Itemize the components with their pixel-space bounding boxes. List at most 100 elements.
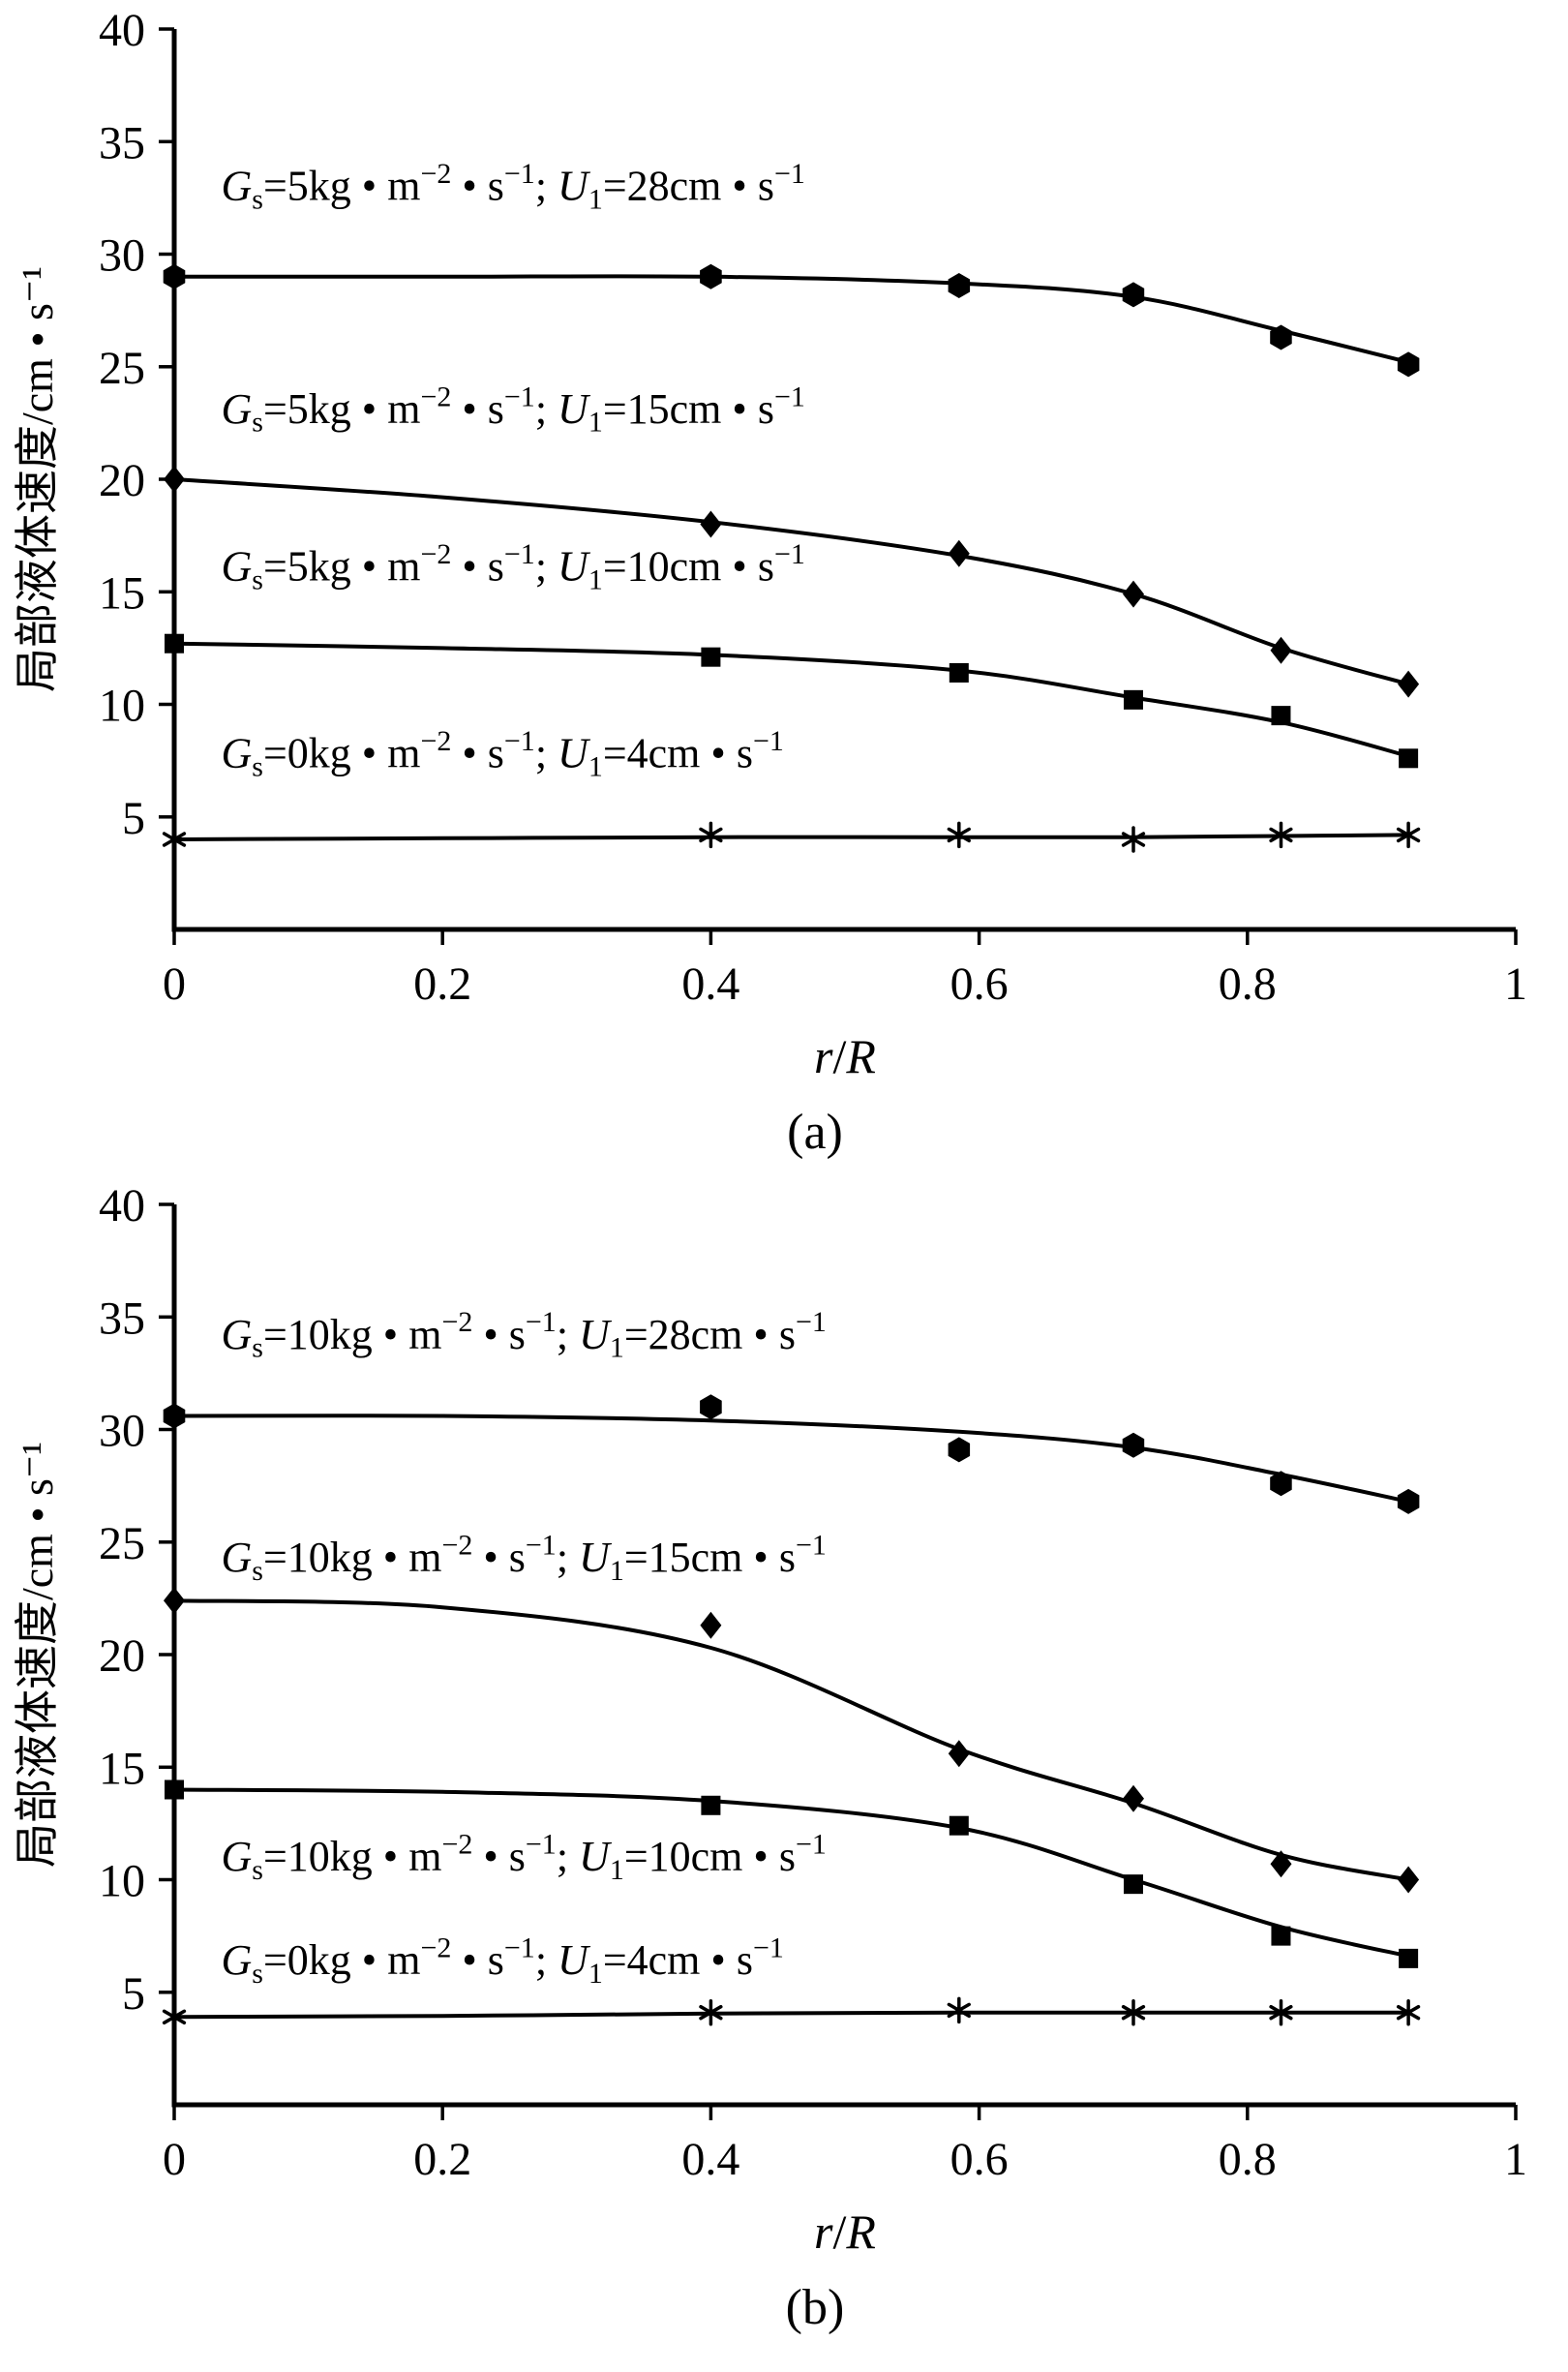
x-tick-label: 0.4 <box>681 2134 739 2185</box>
marker-square <box>1399 1948 1419 1968</box>
marker-square <box>1271 706 1291 726</box>
marker-asterisk <box>1121 1998 1146 2026</box>
marker-hexagon <box>1270 1471 1292 1497</box>
x-tick-label: 0.6 <box>950 2134 1009 2185</box>
series-label: Gs=10kg • m−2 • s−1; U1=10cm • s−1 <box>222 1829 827 1886</box>
asterisk-stroke <box>699 2004 723 2021</box>
series-line-asterisk <box>173 833 1409 841</box>
series-line-hexagon <box>173 1414 1409 1504</box>
x-tick-label: 0.2 <box>413 958 471 1010</box>
marker-diamond <box>948 1740 970 1768</box>
asterisk-stroke <box>162 2009 187 2025</box>
marker-hexagon <box>700 263 722 289</box>
x-tick-label: 0 <box>163 958 186 1010</box>
y-tick-label: 10 <box>99 681 145 732</box>
y-tick-label: 25 <box>99 343 145 394</box>
marker-diamond <box>948 539 970 567</box>
marker-asterisk <box>1396 821 1421 849</box>
marker-hexagon <box>1397 351 1420 378</box>
y-tick-label: 15 <box>99 1743 145 1794</box>
marker-square <box>949 662 969 683</box>
x-tick-label: 0.8 <box>1219 2134 1277 2185</box>
x-tick-label: 0 <box>163 2134 186 2185</box>
x-tick-label: 0.6 <box>950 958 1009 1010</box>
asterisk-stroke <box>947 2002 971 2019</box>
asterisk-stroke <box>1269 2004 1293 2021</box>
x-tick-label: 1 <box>1504 958 1527 1010</box>
marker-diamond <box>1270 1850 1292 1878</box>
series-label: Gs=5kg • m−2 • s−1; U1=15cm • s−1 <box>222 380 805 438</box>
marker-hexagon <box>1122 1432 1145 1458</box>
panel-b-caption: (b) <box>785 2280 845 2335</box>
marker-diamond <box>700 510 722 538</box>
y-tick-label: 35 <box>99 117 145 168</box>
marker-diamond <box>164 466 185 493</box>
chart-panel-b: 5 10 15 20 25 30 35 40 0 0.2 0.4 0.6 0.8 1 局部液体速度/cm •… <box>13 1185 1527 2259</box>
series-label: Gs=5kg • m−2 • s−1; U1=28cm • s−1 <box>222 158 805 215</box>
marker-square <box>701 1795 721 1815</box>
series-label: Gs=0kg • m−2 • s−1; U1=4cm • s−1 <box>222 1932 784 1990</box>
y-tick-label: 10 <box>99 1856 145 1907</box>
asterisk-stroke <box>699 827 723 843</box>
x-tick-label: 0.2 <box>413 2134 471 2185</box>
marker-asterisk <box>1396 1998 1421 2026</box>
marker-square <box>1123 1874 1143 1895</box>
marker-square <box>1399 748 1419 769</box>
marker-square <box>949 1815 969 1836</box>
series-line-diamond <box>173 477 1409 686</box>
panel-a-caption: (a) <box>787 1105 843 1160</box>
series-line-asterisk <box>173 2010 1409 2020</box>
y-tick-label: 35 <box>99 1292 145 1344</box>
marker-asterisk <box>699 821 723 849</box>
series-label: Gs=10kg • m−2 • s−1; U1=15cm • s−1 <box>222 1529 827 1586</box>
marker-asterisk <box>1121 826 1146 853</box>
marker-diamond <box>1398 670 1420 698</box>
marker-diamond <box>1398 1866 1420 1894</box>
marker-diamond <box>164 1587 185 1615</box>
series-label: Gs=10kg • m−2 • s−1; U1=28cm • s−1 <box>222 1306 827 1363</box>
x-axis-label: r/R <box>814 1029 876 1083</box>
y-tick-label: 40 <box>99 1185 145 1232</box>
asterisk-stroke <box>1269 827 1293 843</box>
x-tick-label: 1 <box>1504 2134 1527 2185</box>
marker-asterisk <box>162 826 187 853</box>
marker-hexagon <box>700 1394 722 1420</box>
marker-square <box>165 1779 184 1800</box>
marker-asterisk <box>1269 1998 1293 2026</box>
marker-hexagon <box>1122 282 1145 308</box>
chart-panel-a: 5 10 15 20 25 30 35 40 0 0.2 0.4 0.6 0.8 1 局部液体速度/cm •… <box>13 10 1527 1083</box>
series-line-square <box>173 641 1409 758</box>
marker-hexagon <box>948 273 971 298</box>
y-tick-label: 25 <box>99 1518 145 1569</box>
y-tick-label: 15 <box>99 567 145 619</box>
asterisk-stroke <box>1121 832 1146 847</box>
series-label: Gs=0kg • m−2 • s−1; U1=4cm • s−1 <box>222 725 784 782</box>
marker-hexagon <box>1397 1488 1420 1514</box>
panel-a: 5 10 15 20 25 30 35 40 0 0.2 0.4 0.6 0.8 1 局部液体速度/cm •… <box>0 10 1568 1171</box>
x-tick-label: 0.4 <box>681 958 739 1010</box>
marker-square <box>165 633 184 654</box>
marker-diamond <box>1123 580 1144 608</box>
x-tick-label: 0.8 <box>1219 958 1277 1010</box>
marker-asterisk <box>1269 821 1293 849</box>
marker-hexagon <box>948 1437 971 1463</box>
asterisk-stroke <box>947 827 971 843</box>
asterisk-stroke <box>1396 2004 1421 2021</box>
y-tick-label: 5 <box>122 793 145 844</box>
asterisk-stroke <box>162 832 187 847</box>
asterisk-stroke <box>1396 827 1421 843</box>
marker-asterisk <box>162 2003 187 2031</box>
marker-asterisk <box>699 1998 723 2026</box>
y-tick-label: 40 <box>99 10 145 56</box>
marker-diamond <box>700 1611 722 1639</box>
y-tick-label: 20 <box>99 455 145 506</box>
y-tick-label: 30 <box>99 1406 145 1457</box>
marker-square <box>1123 689 1143 710</box>
marker-hexagon <box>163 1403 186 1429</box>
y-tick-label: 5 <box>122 1968 145 2020</box>
y-axis-label: 局部液体速度/cm • s⁻¹ <box>13 1442 62 1868</box>
marker-asterisk <box>947 821 971 849</box>
series-label: Gs=5kg • m−2 • s−1; U1=10cm • s−1 <box>222 538 805 595</box>
marker-diamond <box>1270 636 1292 664</box>
